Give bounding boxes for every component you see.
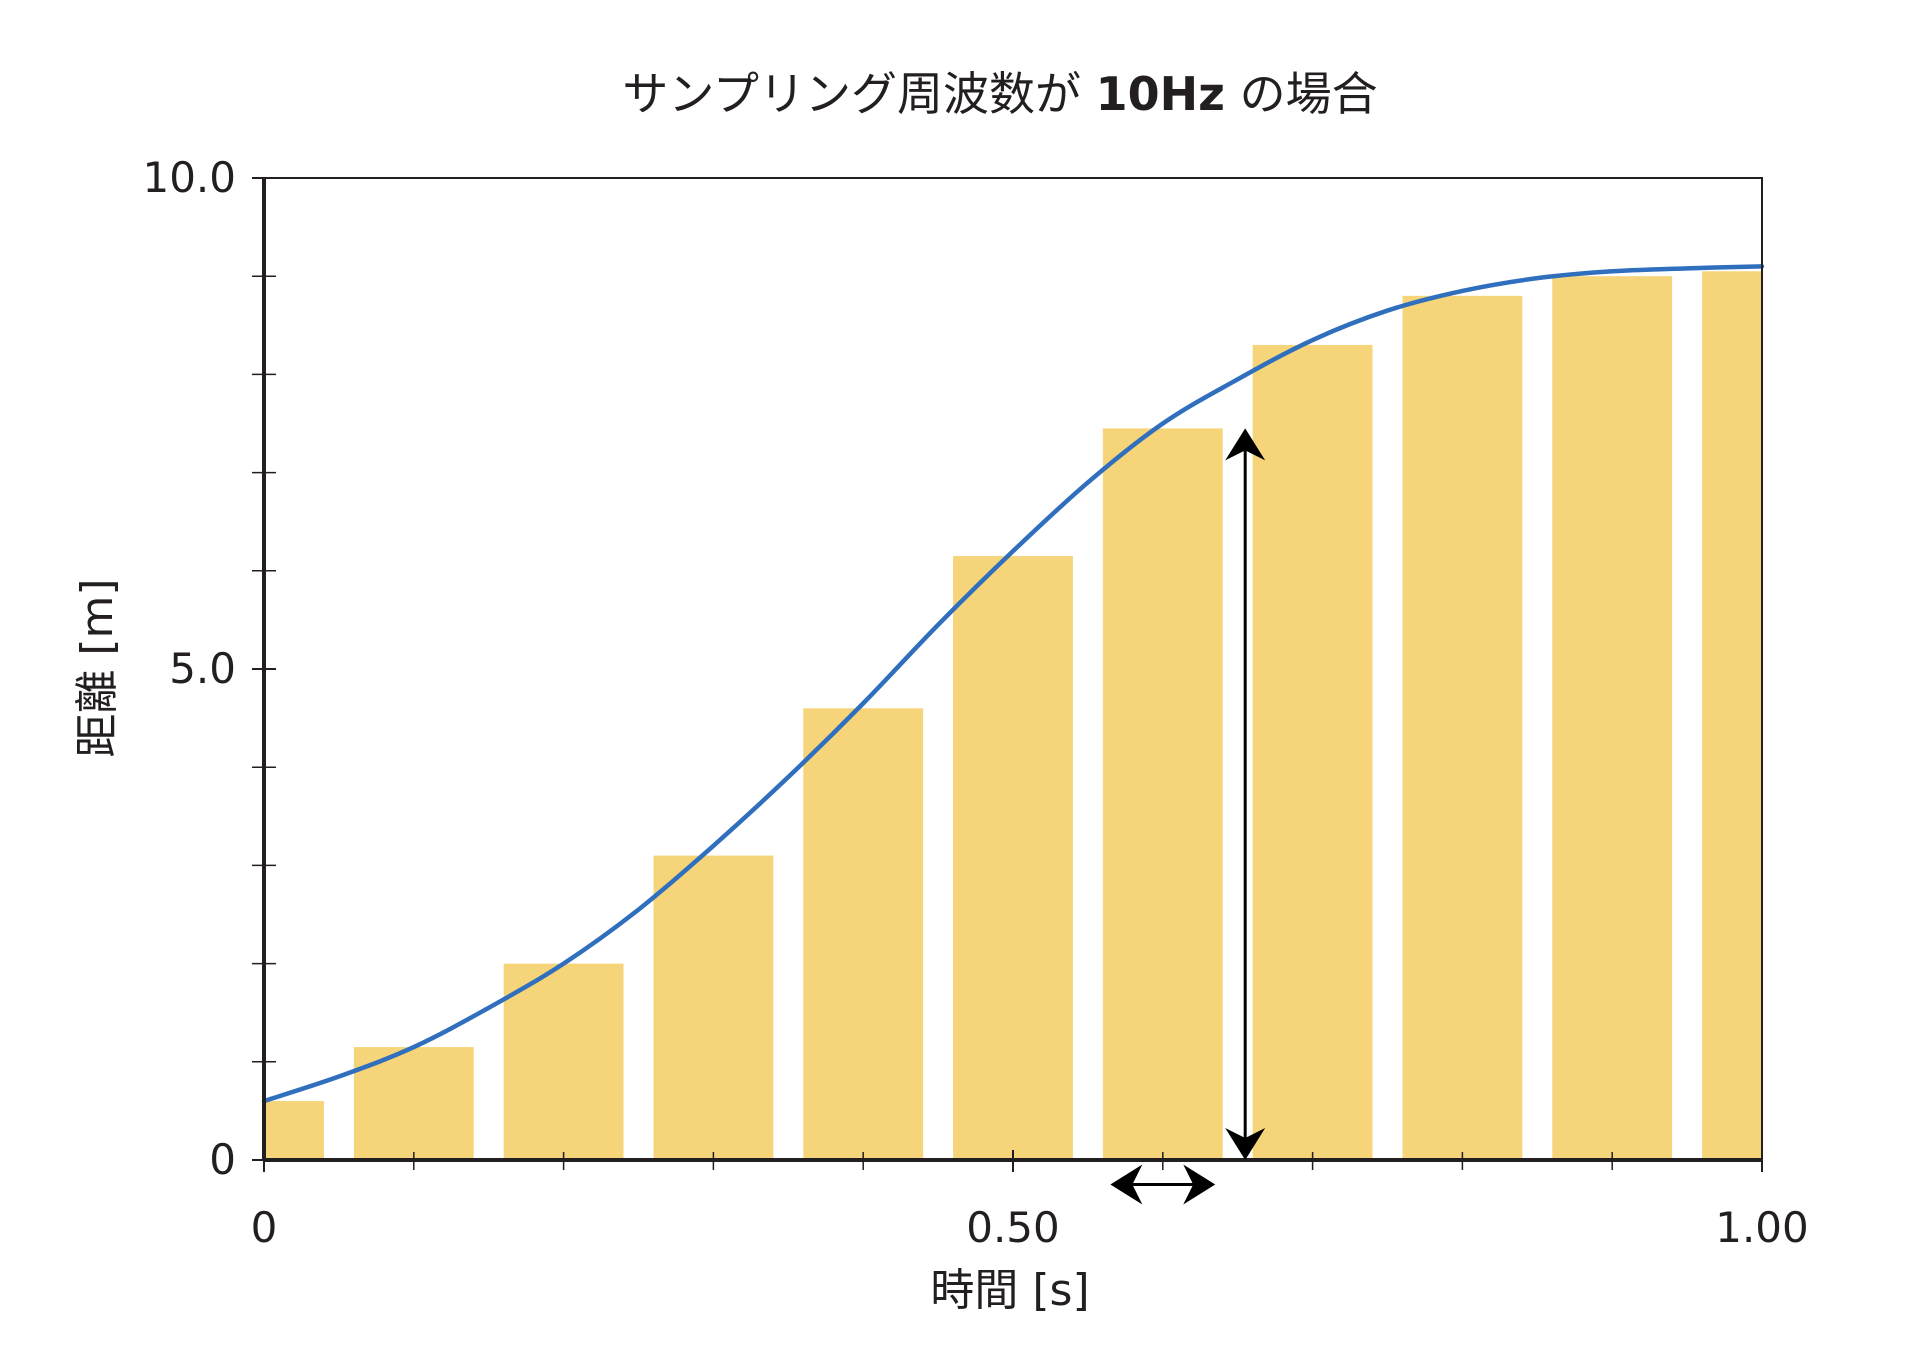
bar-3 [503, 963, 624, 1160]
x-tick-label-2: 0.50 [966, 1203, 1060, 1252]
bar-1 [264, 1101, 324, 1160]
x-axis-label: 時間 [s] [930, 1265, 1089, 1316]
bar-5 [803, 708, 924, 1160]
x-tick-label-3: 1.00 [1715, 1203, 1809, 1252]
bars-group [264, 271, 1762, 1161]
y-tick-label-3: 10.0 [142, 153, 236, 202]
bar-6 [953, 556, 1073, 1160]
bar-10 [1552, 276, 1673, 1160]
vertical-arrow-head-top [1225, 428, 1266, 461]
chart-title-suffix: の場合 [1225, 67, 1378, 121]
distance-curve [261, 264, 1765, 1104]
horizontal-arrow-head-left [1110, 1164, 1143, 1205]
arrows-group [1110, 428, 1266, 1205]
bar-4 [653, 855, 774, 1160]
y-tick-label-2: 5.0 [169, 644, 236, 693]
chart-title-prefix: サンプリング周波数が [622, 67, 1095, 121]
chart-title: サンプリング周波数が 10Hz の場合 [622, 67, 1377, 121]
axes-group [252, 177, 1763, 1172]
y-tick-label-1: 0 [209, 1135, 236, 1184]
bar-7 [1102, 428, 1223, 1160]
bar-11 [1702, 271, 1762, 1160]
tick-labels-group: 0 0.50 1.00 0 5.0 10.0 [142, 153, 1808, 1252]
x-tick-label-1: 0 [251, 1203, 278, 1252]
curve-layer [261, 264, 1765, 1104]
horizontal-arrow-head-right [1183, 1164, 1216, 1205]
bar-9 [1402, 295, 1523, 1161]
vertical-arrow-head-bottom [1225, 1128, 1266, 1160]
chart-title-bold: 10Hz [1096, 67, 1225, 121]
bar-8 [1252, 344, 1373, 1160]
y-axis-label: 距離 [m] [72, 578, 123, 757]
